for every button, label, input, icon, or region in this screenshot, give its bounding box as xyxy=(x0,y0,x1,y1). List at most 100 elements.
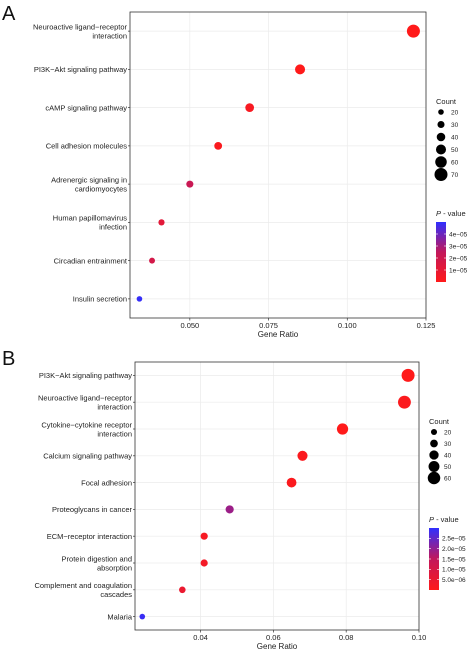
x-axis-title: Gene Ratio xyxy=(257,642,298,651)
category-label: Cell adhesion molecules xyxy=(46,142,128,151)
x-tick-label: 0.08 xyxy=(339,633,354,642)
size-legend-dot xyxy=(435,144,447,155)
size-legend-label: 60 xyxy=(444,475,452,482)
color-legend-label: 4e−05 xyxy=(449,231,468,238)
category-label-line: cascades xyxy=(100,590,132,599)
category-label-line: interaction xyxy=(92,31,127,40)
data-point xyxy=(139,613,146,620)
category-label: Calcium signaling pathway xyxy=(43,452,132,461)
category-label-line: Malaria xyxy=(107,612,132,621)
color-legend-bar xyxy=(436,222,446,282)
size-legend-dot xyxy=(427,471,441,485)
category-label: Neuroactive ligand−receptor interaction xyxy=(38,394,133,412)
category-label: Cytokine−cytokine receptor interaction xyxy=(41,420,132,438)
x-tick-label: 0.125 xyxy=(417,321,436,330)
category-label-line: Neuroactive ligand−receptor xyxy=(33,22,128,31)
data-point xyxy=(149,257,155,264)
category-label-line: Focal adhesion xyxy=(81,478,132,487)
data-point xyxy=(158,219,165,226)
category-label-line: Insulin secretion xyxy=(73,295,127,304)
panel-a-chart: Neuroactive ligand−receptor interactionPI… xyxy=(33,11,468,339)
data-point xyxy=(200,559,208,567)
category-label-line: Calcium signaling pathway xyxy=(43,452,132,461)
color-legend-title: P - value xyxy=(436,209,466,218)
category-label-line: interaction xyxy=(97,403,132,412)
category-label-line: PI3K−Akt signaling pathway xyxy=(34,65,127,74)
category-label: cAMP signaling pathway xyxy=(45,103,127,112)
category-label-line: Human papillomavirus xyxy=(53,214,127,223)
category-label: ECM−receptor interaction xyxy=(47,532,132,541)
data-point xyxy=(214,141,223,150)
plot-frame xyxy=(134,361,420,631)
color-legend-label: 5.0e−06 xyxy=(442,577,466,584)
category-label-line: Proteoglycans in cancer xyxy=(52,505,133,514)
x-axis-title: Gene Ratio xyxy=(258,330,299,339)
category-label: Neuroactive ligand−receptor interaction xyxy=(33,22,128,40)
size-legend-label: 40 xyxy=(451,134,459,141)
x-tick-label: 0.10 xyxy=(412,633,427,642)
size-legend-title: Count xyxy=(436,97,457,106)
plot-frame xyxy=(129,11,427,319)
color-legend-label: 2e−05 xyxy=(449,255,468,262)
category-label: Human papillomavirus infection xyxy=(53,214,127,232)
data-point xyxy=(186,180,194,188)
size-legend-dot xyxy=(430,428,438,436)
size-legend-label: 60 xyxy=(451,159,459,166)
data-point xyxy=(398,395,411,409)
panel-a-label: A xyxy=(2,3,16,25)
category-label-line: Complement and coagulation xyxy=(34,581,132,590)
size-legend-dot xyxy=(428,461,440,472)
data-point xyxy=(295,64,306,75)
data-point xyxy=(136,296,143,302)
color-legend-title: P - value xyxy=(429,515,459,524)
category-label-line: infection xyxy=(99,223,127,232)
data-point xyxy=(286,477,297,488)
data-point xyxy=(406,24,420,38)
panel-b-chart: PI3K−Akt signaling pathway Neuroactive li… xyxy=(34,361,466,651)
category-label-line: Cytokine−cytokine receptor xyxy=(41,420,132,429)
data-point xyxy=(245,103,255,112)
size-legend-dot xyxy=(430,439,438,448)
category-label-line: Neuroactive ligand−receptor xyxy=(38,394,133,403)
color-legend-label: 3e−05 xyxy=(449,243,468,250)
size-legend-label: 20 xyxy=(451,109,459,116)
category-label-line: ECM−receptor interaction xyxy=(47,532,132,541)
category-label-line: Circadian entrainment xyxy=(54,256,128,265)
category-label-line: Protein digestion and xyxy=(62,554,132,563)
color-legend-label: 1.0e−05 xyxy=(442,567,466,574)
color-legend-title-italic: P xyxy=(429,515,434,524)
category-label: Malaria xyxy=(107,612,132,621)
color-legend-title-italic: P xyxy=(436,209,441,218)
size-legend-label: 50 xyxy=(444,464,452,471)
color-legend-title-rest: - value xyxy=(441,209,466,218)
color-legend-label: 1.5e−05 xyxy=(442,556,466,563)
size-legend-label: 20 xyxy=(444,429,452,436)
data-point xyxy=(336,423,349,435)
category-label: Circadian entrainment xyxy=(54,256,128,265)
color-legend-label: 1e−05 xyxy=(449,267,468,274)
category-label: PI3K−Akt signaling pathway xyxy=(39,371,132,380)
category-label-line: absorption xyxy=(97,563,132,572)
x-tick-label: 0.075 xyxy=(259,321,278,330)
color-legend-label: 2.0e−05 xyxy=(442,546,466,553)
category-label-line: cardiomyocytes xyxy=(75,184,127,193)
x-tick-label: 0.04 xyxy=(193,633,208,642)
category-label-line: PI3K−Akt signaling pathway xyxy=(39,371,132,380)
size-legend-label: 30 xyxy=(451,122,459,129)
category-label: Focal adhesion xyxy=(81,478,132,487)
category-label: PI3K−Akt signaling pathway xyxy=(34,65,127,74)
category-label: Complement and coagulation cascades xyxy=(34,581,132,599)
category-label: Proteoglycans in cancer xyxy=(52,505,133,514)
color-legend-bar xyxy=(429,528,439,590)
color-legend-title-rest: - value xyxy=(434,515,459,524)
x-tick-label: 0.050 xyxy=(180,321,199,330)
category-label-line: Adrenergic signaling in xyxy=(51,175,127,184)
data-point xyxy=(179,586,186,594)
size-legend-label: 40 xyxy=(444,452,452,459)
size-legend-dot xyxy=(436,132,446,142)
category-label-line: interaction xyxy=(97,429,132,438)
category-label: Insulin secretion xyxy=(73,295,127,304)
data-point xyxy=(225,505,234,514)
size-legend-dot xyxy=(435,156,447,168)
